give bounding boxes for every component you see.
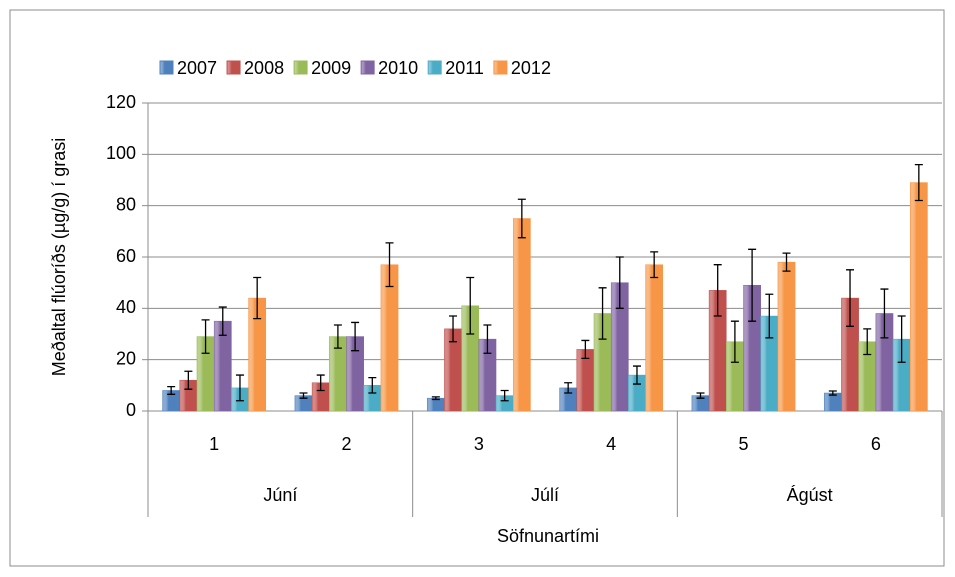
bar (777, 261, 796, 412)
error-bar (184, 370, 193, 390)
legend-label: 2010 (378, 58, 418, 78)
x-tick-label: 5 (738, 434, 748, 454)
group-label: Ágúst (787, 485, 833, 505)
error-bar (713, 264, 722, 317)
legend-label: 2012 (511, 58, 551, 78)
legend-label: 2009 (311, 58, 351, 78)
error-bar (235, 374, 244, 402)
error-bar (218, 306, 227, 336)
error-bar (748, 248, 757, 322)
legend-label: 2011 (445, 58, 484, 78)
error-bar (598, 287, 607, 340)
legend-label: 2007 (177, 58, 217, 78)
error-bar (351, 321, 360, 352)
error-bar (650, 251, 659, 279)
error-bar (201, 319, 210, 354)
y-tick-label: 120 (106, 92, 136, 112)
x-tick-label: 4 (606, 434, 616, 454)
legend-swatch-base (361, 61, 375, 74)
error-bar (632, 365, 641, 385)
x-tick-label: 2 (341, 434, 351, 454)
error-bar (564, 382, 573, 394)
error-bar (483, 324, 492, 354)
error-bar (517, 198, 526, 239)
error-bar (431, 396, 440, 401)
y-tick-label: 40 (116, 297, 136, 317)
error-bar (500, 389, 509, 402)
legend-swatch-base (160, 61, 173, 74)
error-bar (846, 269, 855, 327)
y-tick-label: 100 (106, 143, 136, 163)
error-bar (696, 392, 705, 399)
error-bar (730, 320, 739, 363)
error-bar (299, 392, 308, 399)
x-tick-label: 1 (209, 434, 219, 454)
bar (645, 264, 664, 412)
error-bar (897, 315, 906, 363)
legend-swatch-base (227, 61, 241, 74)
bar (909, 182, 928, 412)
x-tick-label: 3 (474, 434, 484, 454)
y-axis-title: Meðaltal flúoríðs (µg/g) í grasi (49, 138, 69, 376)
error-bar (316, 374, 325, 392)
error-bar (385, 242, 394, 288)
error-bar (765, 293, 774, 339)
x-tick-label: 6 (871, 434, 881, 454)
error-bar (466, 276, 475, 335)
error-bar (914, 163, 923, 202)
error-bar (828, 390, 837, 396)
group-label: Júní (263, 485, 297, 505)
error-bar (449, 315, 458, 343)
legend-swatch-base (294, 61, 308, 74)
bar (512, 218, 531, 412)
error-bar (782, 252, 791, 272)
error-bar (863, 328, 872, 356)
error-bar (615, 256, 624, 309)
legend-swatch-base (428, 61, 442, 74)
group-label: Júlí (531, 485, 559, 505)
y-tick-label: 20 (116, 348, 136, 368)
y-tick-label: 80 (116, 194, 136, 214)
error-bar (581, 339, 590, 360)
error-bar (253, 276, 262, 320)
y-tick-label: 0 (126, 400, 136, 420)
legend-swatch-base (493, 61, 507, 74)
chart-border (9, 9, 945, 567)
y-tick-label: 60 (116, 246, 136, 266)
legend-label: 2008 (244, 58, 284, 78)
error-bar (333, 324, 342, 349)
error-bar (167, 385, 176, 395)
x-axis-title: Söfnunartími (497, 526, 599, 546)
error-bar (880, 288, 889, 339)
error-bar (368, 376, 377, 394)
